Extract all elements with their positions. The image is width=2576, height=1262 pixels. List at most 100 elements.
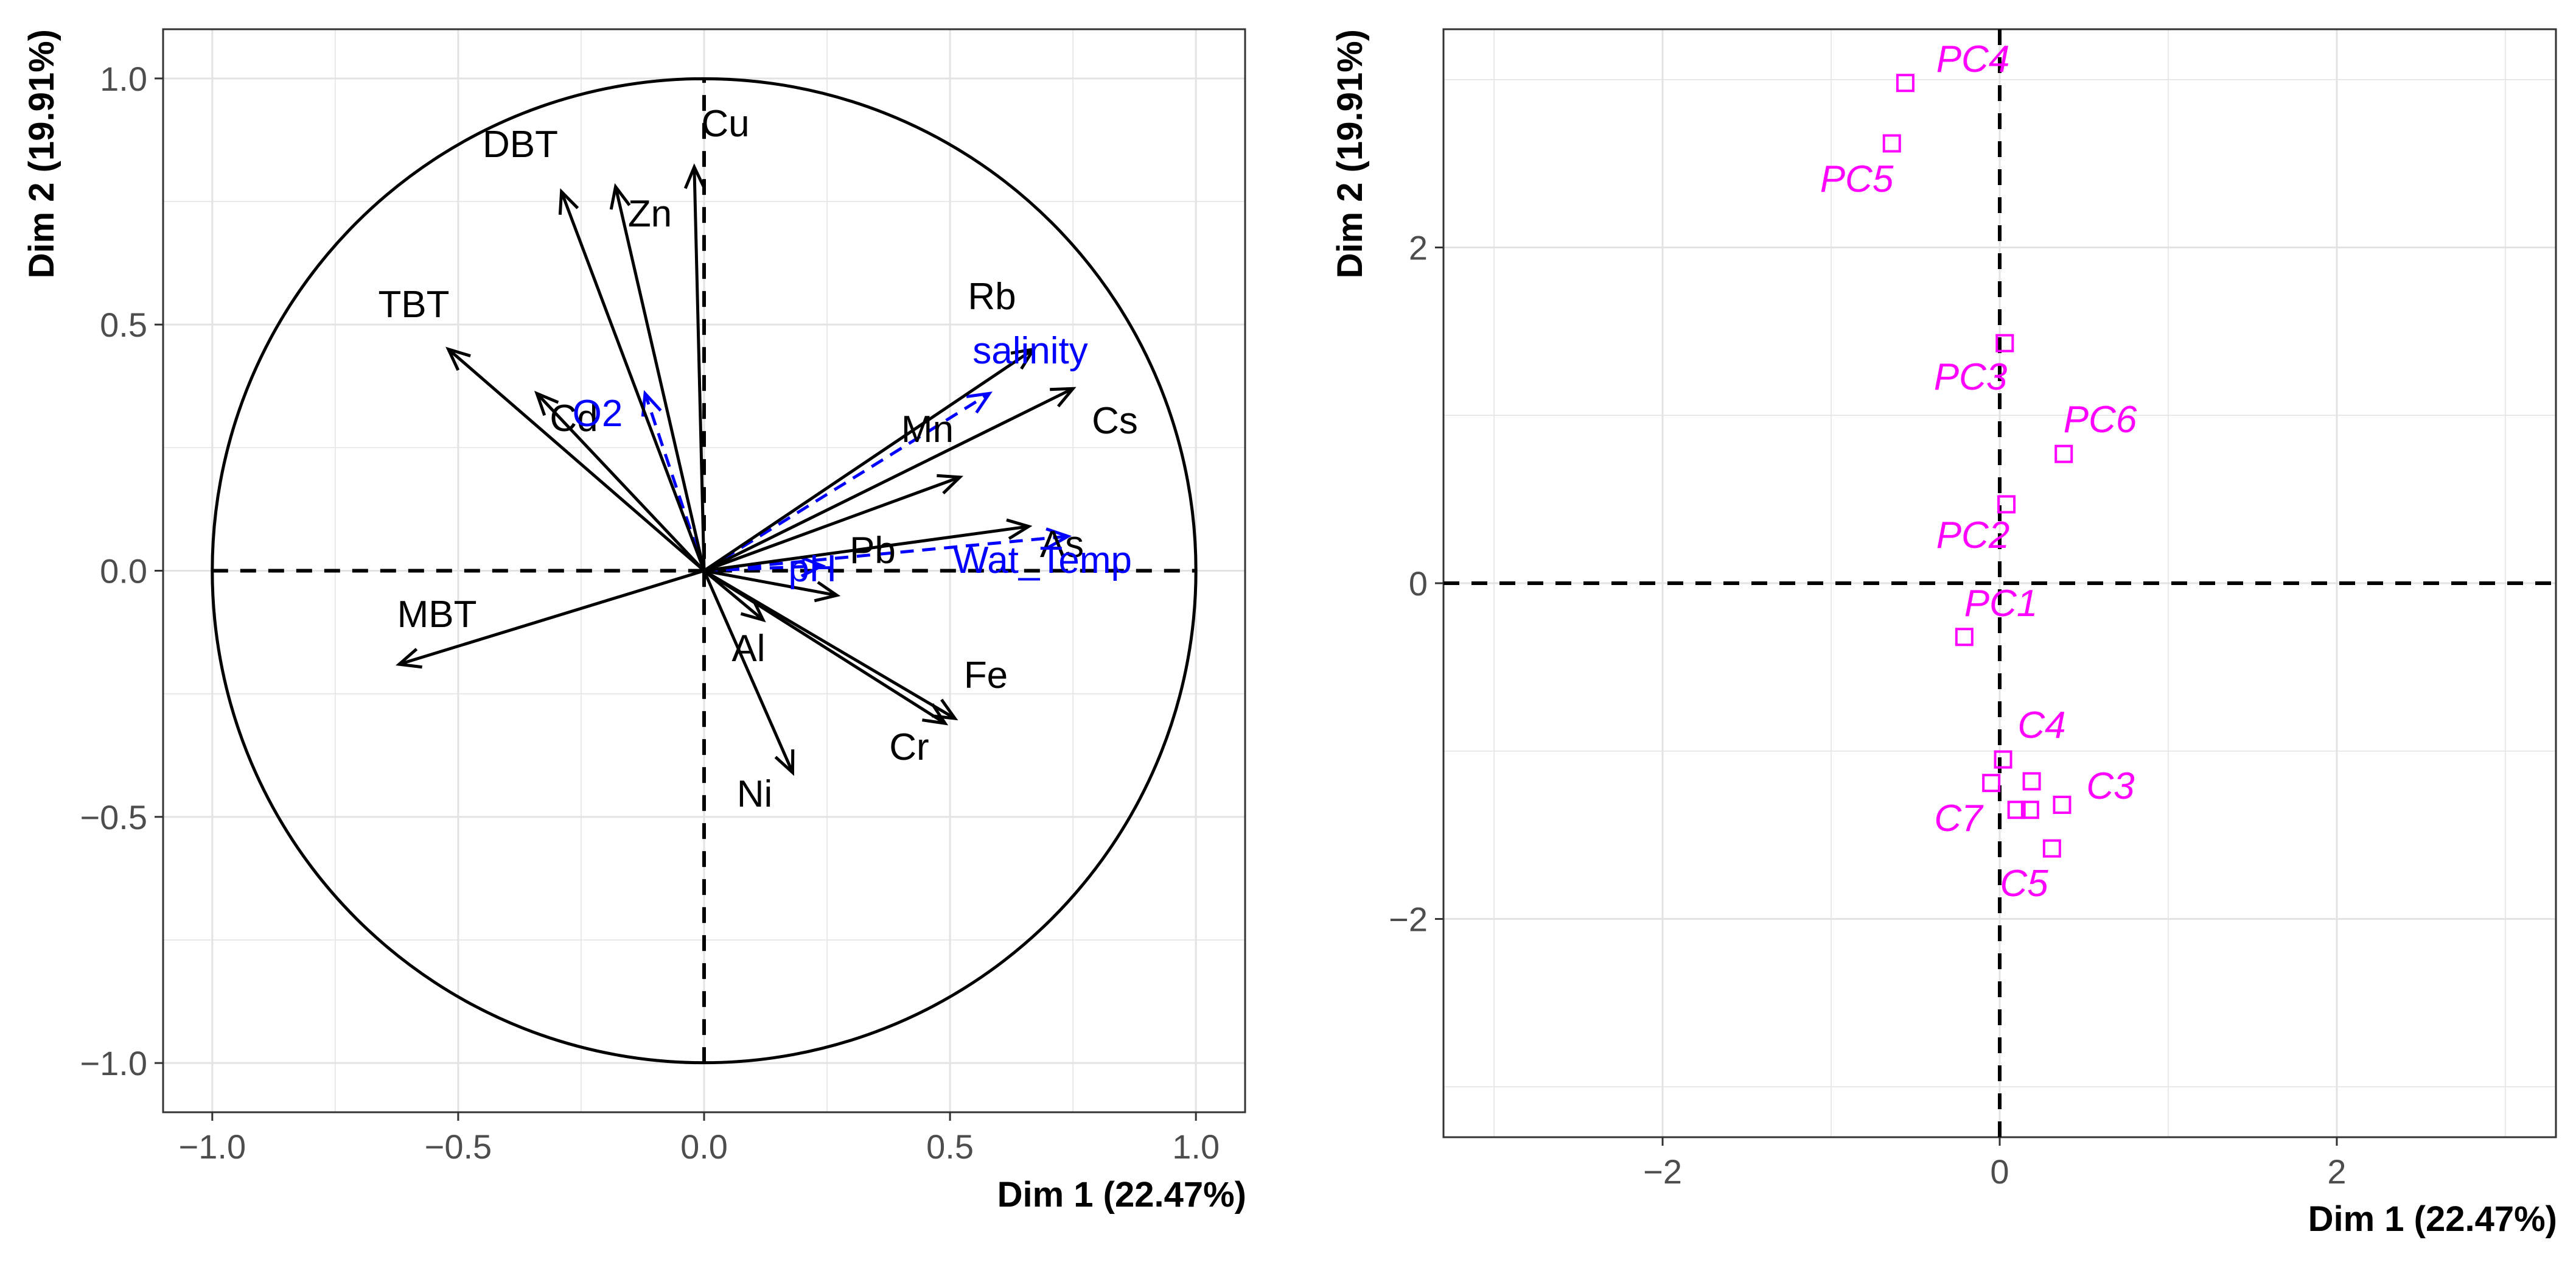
individual-labels: PC4 PC5 PC3 PC6 PC2 PC1 C4 C3 C7 C5 [1820, 38, 2137, 905]
variable-arrowhead-cr [922, 703, 949, 726]
variable-arrow-ni [702, 570, 794, 774]
individual-label-pc2: PC2 [1936, 514, 2010, 556]
variable-arrow-zn [614, 186, 706, 572]
variable-arrow-cd [536, 392, 705, 572]
individual-point-pc6 [2054, 444, 2073, 463]
variable-label-mbt: MBT [397, 594, 477, 636]
individual-point [2022, 772, 2041, 791]
variable-label-cr: Cr [889, 726, 929, 768]
individual-point-pc3 [1995, 334, 2014, 352]
variable-label-rb: Rb [968, 276, 1016, 318]
individual-point-c4 [1994, 750, 2012, 769]
variables-factor-map: −1.0 −0.5 0.0 0.5 1.0 −1.0 −0.5 0.0 0.5 1.0 DBT Z… [22, 28, 1246, 1215]
individual-label-pc1: PC1 [1964, 583, 2038, 625]
left-y-tick-labels: −1.0 −0.5 0.0 0.5 1.0 [80, 60, 163, 1082]
variable-arrow-dbt [560, 191, 706, 572]
right-y-tick-label: 2 [1409, 228, 1428, 267]
supplementary-arrow-wat_temp [703, 535, 1069, 572]
variable-arrowhead-rb [1010, 347, 1037, 370]
right-y-tick-label: 0 [1409, 564, 1428, 603]
right-x-tick-label: 2 [2327, 1152, 2346, 1191]
variable-arrow-rb [703, 348, 1035, 572]
left-x-tick-label: −1.0 [179, 1127, 246, 1166]
variable-label-dbt: DBT [483, 124, 558, 166]
supplementary-label-salinity: salinity [972, 330, 1088, 372]
variable-label-cs: Cs [1092, 400, 1138, 442]
individual-label-pc5: PC5 [1820, 158, 1894, 200]
supplementary-arrowhead-wat_temp [1045, 527, 1072, 549]
variable-arrow-pb [703, 569, 837, 597]
left-x-tick-labels: −1.0 −0.5 0.0 0.5 1.0 [179, 1112, 1220, 1166]
individual-label-c7: C7 [1934, 798, 1984, 840]
left-x-tick-label: −0.5 [425, 1127, 492, 1166]
supplementary-arrow-salinity [703, 392, 991, 572]
left-x-axis-title: Dim 1 (22.47%) [997, 1175, 1246, 1215]
variable-arrowhead-cs [1050, 387, 1077, 408]
variable-label-pb: Pb [850, 530, 896, 572]
individual-label-pc4: PC4 [1936, 38, 2010, 80]
individual-label-c5: C5 [2000, 863, 2048, 905]
individual-point [2007, 801, 2026, 819]
right-y-axis-title: Dim 2 (19.91%) [1330, 29, 1370, 278]
variable-label-zn: Zn [628, 193, 672, 235]
variable-label-fe: Fe [964, 654, 1008, 696]
variable-arrowhead-dbt [558, 188, 579, 215]
variable-label-cu: Cu [701, 103, 749, 145]
right-y-tick-labels: −2 0 2 [1389, 228, 1443, 939]
left-y-axis-title: Dim 2 (19.91%) [22, 29, 61, 278]
variable-arrowhead-al [740, 598, 766, 623]
individual-point-c5 [2042, 839, 2061, 858]
variable-arrowhead-mn [937, 474, 964, 495]
variable-label-al: Al [731, 628, 765, 670]
left-x-tick-label: 1.0 [1172, 1127, 1220, 1166]
variable-label-tbt: TBT [378, 284, 449, 326]
variable-arrow-as [703, 525, 1029, 572]
supplementary-arrowhead-salinity [966, 391, 993, 414]
supplementary-label-ph: pH [788, 548, 836, 590]
variable-arrowhead-zn [609, 183, 631, 210]
individual-point-c3 [2053, 796, 2072, 814]
supplementary-arrow-ph [703, 564, 823, 572]
individual-point-pc1 [1955, 628, 1974, 647]
individual-point [2020, 801, 2039, 819]
left-y-tick-label: −1.0 [80, 1044, 147, 1082]
left-x-tick-label: 0.0 [680, 1127, 728, 1166]
variable-arrow-cr [703, 569, 946, 725]
right-y-tick-label: −2 [1389, 900, 1428, 939]
variable-label-mn: Mn [901, 408, 954, 450]
individual-points [1882, 74, 2073, 858]
variable-arrow-mn [703, 475, 961, 572]
variable-arrowhead-ni [774, 749, 795, 776]
variable-label-ni: Ni [737, 773, 773, 815]
variable-arrow-mbt [399, 569, 705, 666]
individual-point-pc2 [1997, 495, 2016, 514]
active-variable-arrows [396, 163, 1077, 776]
supplementary-label-wat_temp: Wat_Temp [953, 539, 1132, 581]
individual-point-c7 [1982, 774, 2001, 793]
variable-arrow-al [703, 569, 764, 622]
individual-point-pc5 [1882, 134, 1901, 153]
right-x-tick-label: 0 [1990, 1152, 2009, 1191]
left-y-tick-label: −0.5 [80, 798, 147, 836]
left-x-tick-label: 0.5 [926, 1127, 974, 1166]
right-x-tick-label: −2 [1643, 1152, 1682, 1191]
right-x-tick-labels: −2 0 2 [1643, 1137, 2347, 1191]
variable-arrow-fe [703, 569, 956, 720]
variable-arrowhead-cu [683, 163, 706, 189]
individual-label-pc6: PC6 [2064, 399, 2137, 441]
left-y-tick-label: 1.0 [100, 60, 147, 98]
individual-label-c4: C4 [2017, 704, 2065, 746]
supplementary-label-o2: O2 [573, 393, 623, 435]
individuals-factor-map: −2 0 2 −2 0 2 PC4 PC5 PC3 PC6 PC2 PC1 C4 C3 C7 C5 Dim… [1330, 28, 2557, 1239]
individual-label-pc3: PC3 [1934, 356, 2008, 398]
variable-arrow-cs [703, 387, 1074, 572]
variable-arrowhead-mbt [396, 648, 422, 669]
variable-arrowhead-pb [814, 581, 841, 603]
variable-arrow-tbt [447, 348, 705, 572]
variable-label-cd: Cd [550, 398, 598, 440]
right-x-axis-title: Dim 1 (22.47%) [2308, 1199, 2557, 1239]
variable-label-as: As [1040, 524, 1084, 566]
supplementary-arrowhead-ph [800, 556, 826, 578]
left-y-tick-label: 0.5 [100, 306, 147, 344]
